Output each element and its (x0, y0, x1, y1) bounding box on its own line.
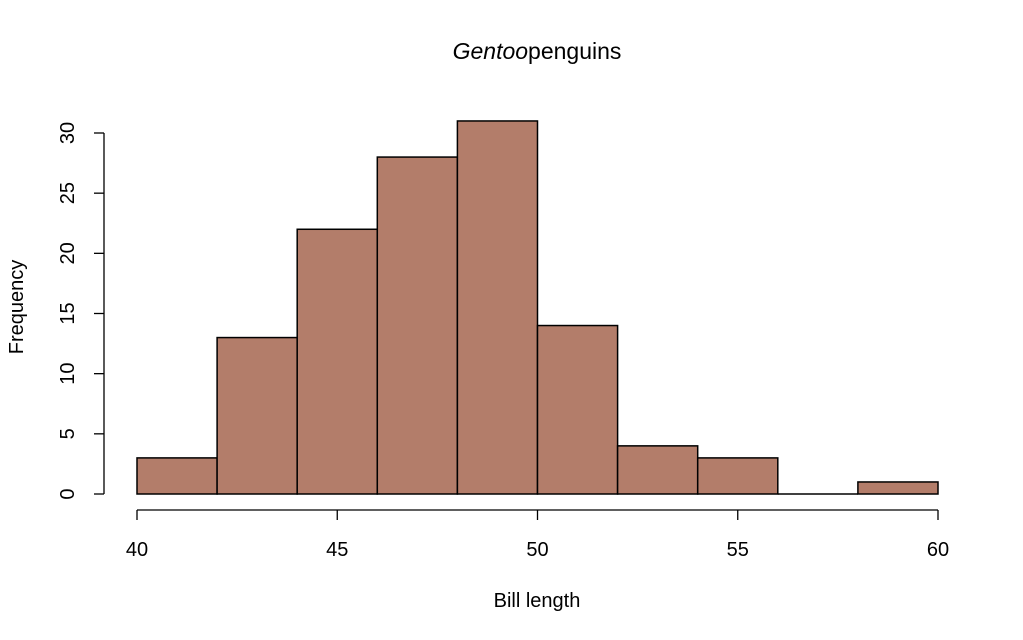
y-tick-label: 20 (57, 242, 79, 264)
y-axis: 0 5 10 15 20 25 30 (57, 122, 105, 500)
x-axis: 40 45 50 55 60 (126, 509, 949, 561)
histogram-bar (296, 228, 379, 495)
y-tick-label: 5 (57, 428, 79, 439)
histogram-bar (536, 324, 619, 495)
histogram-bar (857, 481, 939, 495)
y-tick-label: 25 (57, 182, 79, 204)
bars-group (136, 120, 939, 495)
histogram-bar (696, 457, 779, 495)
chart-title-rest: penguins (528, 38, 621, 64)
histogram-bar (456, 120, 539, 495)
y-tick-label: 10 (57, 363, 79, 385)
y-axis-label: Frequency (6, 260, 28, 355)
histogram-bar (216, 336, 298, 495)
x-tick-label: 45 (326, 539, 348, 561)
x-tick-label: 40 (126, 539, 148, 561)
x-tick-label: 60 (927, 539, 949, 561)
x-axis-label: Bill length (494, 590, 581, 612)
histogram-bar (616, 445, 699, 495)
y-tick-label: 15 (57, 302, 79, 324)
x-tick-label: 55 (727, 539, 749, 561)
chart-title-italic: Gentoo (453, 38, 529, 64)
x-tick-label: 50 (526, 539, 548, 561)
y-tick-label: 0 (57, 488, 79, 499)
histogram-bar (376, 156, 459, 495)
histogram-bar (136, 457, 218, 495)
y-tick-label: 30 (57, 122, 79, 144)
chart-title: Gentoopenguins (453, 38, 622, 64)
